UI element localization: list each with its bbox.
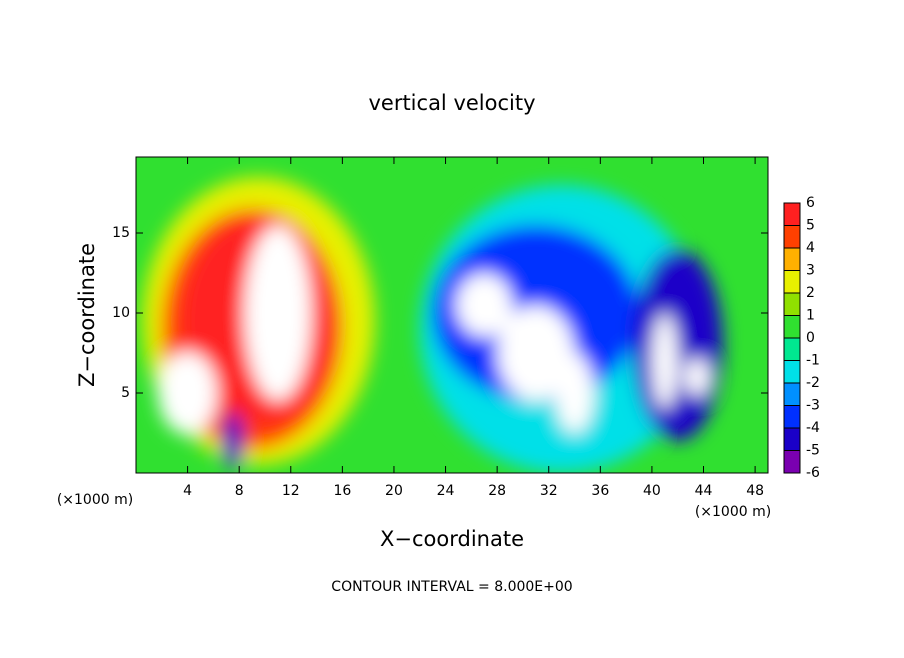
colorbar-band (784, 383, 800, 406)
x-unit: (×1000 m) (695, 504, 771, 520)
colorbar-tick-label: -2 (806, 375, 820, 391)
colorbar-band (784, 203, 800, 226)
x-tick-label: 24 (437, 483, 455, 499)
colorbar-tick-label: -5 (806, 443, 820, 459)
colorbar-band (784, 338, 800, 361)
colorbar-tick-label: -1 (806, 353, 820, 369)
x-tick-label: 4 (183, 483, 192, 499)
colorbar-tick-label: -6 (806, 465, 820, 481)
colorbar-tick-label: 5 (806, 218, 815, 234)
y-tick-label: 5 (121, 385, 130, 401)
colorbar-band (784, 225, 800, 248)
x-tick-label: 8 (235, 483, 244, 499)
field-blob (632, 249, 723, 441)
x-unit: (×1000 m) (57, 492, 133, 508)
colorbar-band (784, 293, 800, 316)
plot-frame (135, 156, 769, 474)
colorbar-band (784, 450, 800, 473)
field-blob (222, 412, 244, 470)
colorbar-band (784, 315, 800, 338)
colorbar-band (784, 270, 800, 293)
colorbar-tick-label: 2 (806, 285, 815, 301)
colorbar-band (784, 405, 800, 428)
field (136, 157, 768, 473)
colorbar-tick-label: 1 (806, 308, 815, 324)
colorbar-tick-label: 4 (806, 240, 815, 256)
y-tick-label: 10 (112, 305, 130, 321)
x-tick-label: 40 (643, 483, 661, 499)
colorbar-tick-label: -3 (806, 398, 820, 414)
field-blob (157, 351, 218, 435)
x-tick-label: 48 (746, 483, 764, 499)
chart-title: vertical velocity (368, 91, 535, 115)
field-blob (497, 305, 575, 401)
x-tick-label: 36 (591, 483, 609, 499)
y-tick-label: 15 (112, 225, 130, 241)
colorbar-band (784, 248, 800, 271)
colorbar-band (784, 428, 800, 451)
field-blob (555, 353, 594, 433)
field-blob (684, 357, 710, 397)
x-tick-label: 20 (385, 483, 403, 499)
colorbar-tick-label: 6 (806, 195, 815, 211)
field-blob (651, 313, 678, 409)
colorbar-tick-label: -4 (806, 420, 820, 436)
colorbar-tick-label: 3 (806, 263, 815, 279)
x-tick-label: 16 (333, 483, 351, 499)
x-tick-label: 44 (695, 483, 713, 499)
field-layer (142, 177, 723, 473)
colorbar-band (784, 360, 800, 383)
colorbar-tick-label: 0 (806, 330, 815, 346)
x-tick-label: 12 (282, 483, 300, 499)
y-axis-label: Z−coordinate (75, 243, 99, 387)
field-blob (455, 273, 513, 337)
field-blob (244, 225, 312, 401)
footer: CONTOUR INTERVAL = 8.000E+00 (331, 579, 572, 595)
x-axis-label: X−coordinate (380, 527, 524, 551)
x-tick-label: 28 (488, 483, 506, 499)
x-tick-label: 32 (540, 483, 558, 499)
